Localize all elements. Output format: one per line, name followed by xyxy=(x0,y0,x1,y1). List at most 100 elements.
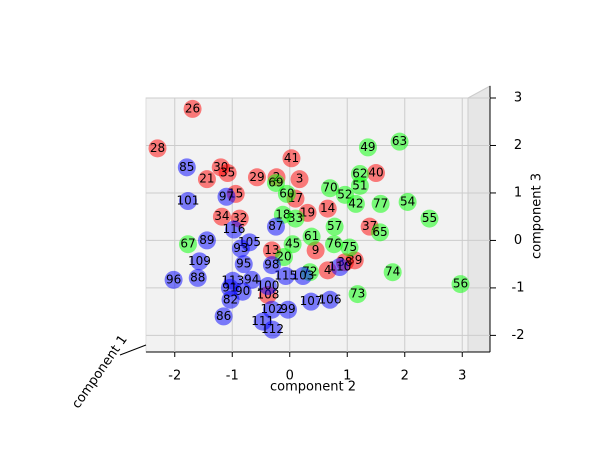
x-tick-label: -1 xyxy=(226,369,239,384)
point xyxy=(420,209,439,228)
point xyxy=(214,307,233,326)
point xyxy=(318,199,337,218)
point-label: 107 xyxy=(300,294,323,308)
point xyxy=(321,179,339,198)
point-label: 106 xyxy=(319,292,342,306)
point-label: 99 xyxy=(280,302,295,316)
point-label: 76 xyxy=(326,237,341,251)
point-label: 85 xyxy=(179,160,194,174)
point xyxy=(367,164,385,183)
x-tick-label: 3 xyxy=(458,369,466,384)
point-label: 60 xyxy=(279,186,294,200)
point-label: 100 xyxy=(256,279,279,293)
point-label: 94 xyxy=(244,272,259,286)
point xyxy=(306,241,325,260)
x-tick-label: -2 xyxy=(168,369,181,384)
point xyxy=(398,192,417,211)
point-label: 14 xyxy=(320,201,335,215)
point xyxy=(283,235,302,254)
point-label: 103 xyxy=(292,269,315,283)
point-label: 96 xyxy=(166,272,181,286)
point xyxy=(262,256,281,275)
point-label: 21 xyxy=(199,172,214,186)
point-label: 97 xyxy=(219,189,234,203)
point xyxy=(286,209,305,228)
x-tick-label: 2 xyxy=(401,369,409,384)
point-label: 51 xyxy=(352,178,367,192)
point xyxy=(390,132,409,151)
point-label: 95 xyxy=(236,257,251,271)
point-label: 33 xyxy=(288,211,303,225)
point-label: 65 xyxy=(372,225,387,239)
point-label: 45 xyxy=(285,237,300,251)
point xyxy=(197,231,216,250)
point xyxy=(321,290,339,309)
point-label: 102 xyxy=(260,302,283,316)
point-label: 56 xyxy=(453,277,468,291)
point xyxy=(302,227,321,246)
point xyxy=(358,138,377,157)
point-label: 82 xyxy=(223,292,238,306)
point xyxy=(177,158,196,177)
z-axis-title: component 1 xyxy=(69,332,131,411)
point-label: 110 xyxy=(328,260,351,274)
point xyxy=(279,300,298,319)
point-label: 9 xyxy=(312,243,320,257)
y-axis-title: component 3 xyxy=(530,173,545,259)
back-pane xyxy=(145,97,469,353)
y-tick-label: -2 xyxy=(512,328,525,343)
point xyxy=(290,170,309,189)
point-label: 89 xyxy=(199,233,214,247)
point-label: 4 xyxy=(324,263,332,277)
point-label: 74 xyxy=(385,265,400,279)
point-label: 49 xyxy=(360,140,375,154)
point-label: 55 xyxy=(422,211,437,225)
point-label: 42 xyxy=(348,196,363,210)
point xyxy=(276,267,295,286)
point-label: 57 xyxy=(327,219,342,233)
point xyxy=(325,217,344,236)
point-label: 116 xyxy=(223,222,246,236)
point xyxy=(190,252,209,271)
y-tick-label: 3 xyxy=(514,91,522,106)
point-label: 20 xyxy=(276,250,291,264)
point-label: 93 xyxy=(233,241,248,255)
point xyxy=(178,235,197,254)
point xyxy=(277,184,296,203)
point xyxy=(188,268,207,287)
point xyxy=(218,164,237,183)
point xyxy=(266,217,285,236)
point-label: 86 xyxy=(216,309,231,323)
point xyxy=(371,194,390,213)
point-label: 40 xyxy=(368,166,383,180)
point-label: 54 xyxy=(400,194,415,208)
point-label: 63 xyxy=(392,134,407,148)
point-label: 77 xyxy=(373,196,388,210)
point-label: 28 xyxy=(150,141,165,155)
point-label: 69 xyxy=(268,175,283,189)
point xyxy=(231,239,250,258)
point-label: 73 xyxy=(350,287,365,301)
point xyxy=(340,238,359,257)
point-label: 109 xyxy=(188,254,211,268)
x-tick-label: 1 xyxy=(343,369,351,384)
point xyxy=(164,270,183,289)
point-label: 70 xyxy=(322,181,337,195)
point-label: 98 xyxy=(264,258,279,272)
y-tick-label: 1 xyxy=(514,185,522,200)
point xyxy=(221,290,240,309)
point xyxy=(224,220,243,239)
y-tick-label: 2 xyxy=(514,138,522,153)
point xyxy=(148,139,167,158)
x-tick-label: 0 xyxy=(286,369,294,384)
point-label: 115 xyxy=(274,269,297,283)
point-label: 90 xyxy=(235,284,250,298)
point-label: 101 xyxy=(177,194,200,208)
point-label: 26 xyxy=(185,101,200,115)
point-label: 88 xyxy=(190,270,205,284)
point xyxy=(371,223,390,242)
point xyxy=(183,99,202,118)
point xyxy=(178,192,197,211)
point xyxy=(282,149,301,168)
